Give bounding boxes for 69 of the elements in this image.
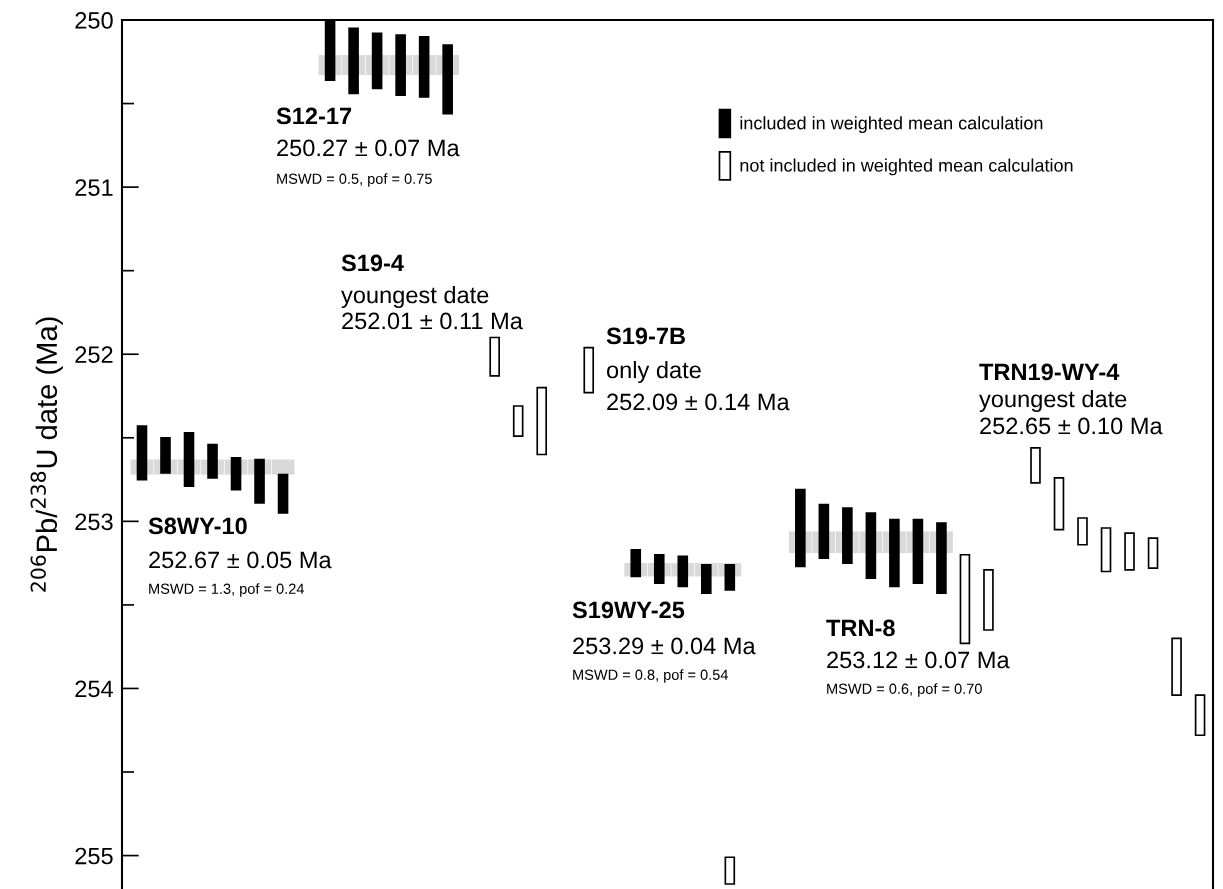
bar (700, 563, 712, 595)
bar (724, 563, 736, 591)
y-axis-title: $^{206}$Pb/$^{238}$U date (Ma) (30, 317, 63, 592)
y-tick-label: 253 (75, 513, 113, 531)
bar (442, 44, 453, 115)
bar (1124, 532, 1135, 571)
annotation: 253.29 ± 0.04 Ma (573, 637, 756, 655)
annotation: MSWD = 0.8, pof = 0.54 (573, 669, 729, 683)
bar (371, 32, 383, 90)
annotation: only date (606, 360, 701, 383)
bar (512, 405, 524, 437)
bar (1194, 694, 1206, 737)
bar (230, 457, 242, 491)
annotation: 253.12 ± 0.07 Ma (827, 651, 1010, 669)
annotation: S19-7B (606, 327, 685, 345)
annotation: MSWD = 0.6, pof = 0.70 (827, 683, 982, 697)
bar (1077, 517, 1088, 546)
legend-label: included in weighted mean calculation (740, 116, 1043, 134)
bar (865, 512, 877, 580)
bar (136, 425, 148, 481)
annotation: S12-17 (276, 107, 352, 125)
bar (160, 436, 171, 474)
bar (277, 473, 289, 514)
bar (983, 568, 994, 631)
annotation: 252.01 ± 0.11 Ma (342, 312, 523, 330)
bar (724, 856, 736, 885)
bar (677, 555, 689, 588)
bar (630, 548, 642, 578)
annotation: youngest date (341, 285, 489, 308)
y-tick-label: 254 (75, 680, 113, 698)
bar (842, 507, 853, 564)
bar (583, 346, 595, 394)
bar (254, 458, 265, 504)
annotation: TRN-8 (826, 619, 895, 637)
annotation: S8WY-10 (148, 517, 247, 535)
bar (418, 35, 430, 98)
annotation: MSWD = 1.3, pof = 0.24 (149, 583, 305, 597)
annotation: 250.27 ± 0.07 Ma (277, 139, 460, 157)
bar (653, 553, 665, 585)
annotation: S19WY-25 (572, 601, 685, 619)
bar (795, 488, 806, 568)
bar (536, 386, 548, 456)
bar (1171, 637, 1182, 696)
bar (183, 431, 195, 488)
y-tick-label: 251 (75, 179, 113, 196)
bar (818, 503, 830, 559)
bar (207, 443, 218, 479)
annotation: MSWD = 0.5, pof = 0.75 (277, 173, 432, 187)
annotation: 252.67 ± 0.05 Ma (149, 551, 332, 569)
y-tick-label: 250 (75, 12, 113, 29)
y-tick-label: 252 (75, 346, 113, 364)
annotation: S19-4 (341, 254, 404, 272)
bar (1053, 477, 1065, 531)
bar (889, 518, 900, 588)
annotation: 252.09 ± 0.14 Ma (607, 393, 790, 411)
bar (959, 553, 971, 645)
bar (1147, 537, 1159, 569)
y-tick-label: 255 (75, 847, 113, 865)
legend-label: not included in weighted mean calculation (740, 158, 1073, 176)
bar (348, 27, 359, 95)
bar (489, 336, 500, 377)
annotation: youngest date (979, 389, 1127, 412)
annotation: 252.65 ± 0.10 Ma (980, 417, 1163, 435)
bar (1100, 527, 1112, 573)
bar (912, 518, 924, 585)
bar (1030, 446, 1041, 484)
annotation: TRN19-WY-4 (979, 363, 1120, 381)
bar (936, 522, 947, 595)
bar (395, 34, 406, 97)
